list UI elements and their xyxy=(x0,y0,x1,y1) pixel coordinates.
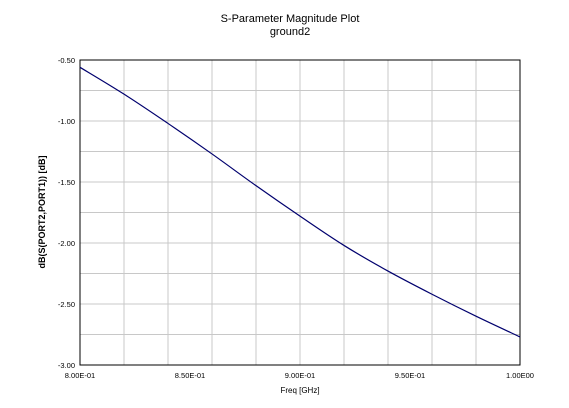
x-axis-label: Freq [GHz] xyxy=(280,386,319,395)
x-tick-label: 8.00E-01 xyxy=(65,371,95,380)
y-tick-label: -0.50 xyxy=(58,56,75,65)
y-tick-label: -1.00 xyxy=(58,117,75,126)
series-line xyxy=(79,66,521,338)
x-tick-label: 1.00E00 xyxy=(506,371,534,380)
y-tick-label: -3.00 xyxy=(58,361,75,370)
y-axis-label: dB(S(PORT2,PORT1)) [dB] xyxy=(37,156,47,269)
y-tick-label: -2.50 xyxy=(58,300,75,309)
x-tick-labels: 8.00E-01 8.50E-01 9.00E-01 9.50E-01 1.00E00 xyxy=(65,371,534,380)
y-tick-label: -2.00 xyxy=(58,239,75,248)
chart-title: S-Parameter Magnitude Plot xyxy=(221,13,360,25)
chart-subtitle: ground2 xyxy=(270,26,310,38)
y-tick-labels: -3.00 -2.50 -2.00 -1.50 -1.00 -0.50 xyxy=(58,56,75,370)
x-tick-label: 9.50E-01 xyxy=(395,371,425,380)
x-tick-label: 8.50E-01 xyxy=(175,371,205,380)
y-tick-label: -1.50 xyxy=(58,178,75,187)
plot-frame xyxy=(79,59,521,366)
grid xyxy=(80,60,520,365)
series-layer xyxy=(79,66,521,338)
x-tick-label: 9.00E-01 xyxy=(285,371,315,380)
